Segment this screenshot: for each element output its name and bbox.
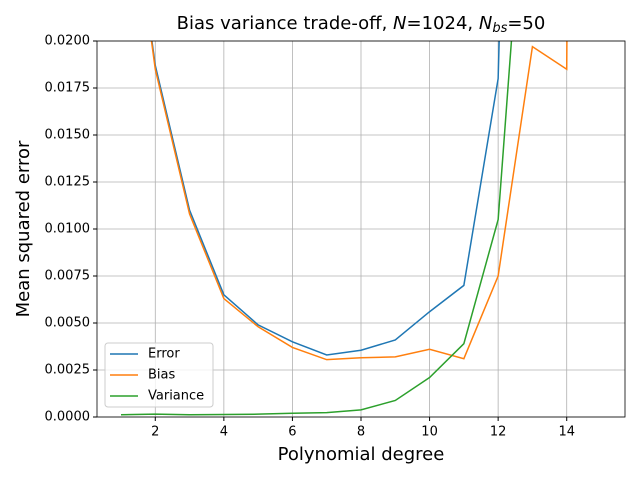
- plot-lines: [120, 41, 568, 416]
- x-tick-label: 2: [151, 425, 159, 440]
- y-tick-label: 0.0000: [45, 410, 91, 425]
- legend-label: Variance: [148, 389, 204, 404]
- x-tick-label: 8: [357, 425, 365, 440]
- x-tick-label: 12: [490, 425, 507, 440]
- y-tick-label: 0.0100: [45, 222, 91, 237]
- x-tick-label: 14: [558, 425, 575, 440]
- title-part: =50: [507, 13, 545, 34]
- x-axis-label: Polynomial degree: [278, 444, 445, 465]
- y-tick-label: 0.0175: [45, 81, 91, 96]
- title-part: Bias variance trade-off,: [177, 13, 393, 34]
- title-part: N: [393, 13, 406, 34]
- y-tick-label: 0.0125: [45, 175, 91, 190]
- x-tick-label: 10: [421, 425, 438, 440]
- legend: Error Bias Variance: [104, 342, 214, 408]
- y-tick-label: 0.0200: [45, 34, 91, 49]
- y-tick-label: 0.0025: [45, 363, 91, 378]
- legend-box: [104, 342, 214, 408]
- data-line: [150, 41, 568, 361]
- chart-title: Bias variance trade-off, N=1024, Nbs=50: [177, 13, 546, 36]
- y-tick-label: 0.0050: [45, 316, 91, 331]
- legend-label: Bias: [148, 368, 175, 383]
- title-part: =1024,: [407, 13, 479, 34]
- y-axis-label: Mean squared error: [13, 140, 34, 317]
- legend-label: Error: [148, 347, 180, 362]
- x-tick-label: 6: [288, 425, 296, 440]
- ticks: 2 4 6 8 10 12 14 0.0000 0.0025 0.0050 0.0075 0.0100…: [45, 34, 575, 440]
- y-tick-label: 0.0150: [45, 128, 91, 143]
- y-tick-label: 0.0075: [45, 269, 91, 284]
- data-line: [151, 41, 500, 356]
- title-part: bs: [492, 21, 507, 36]
- title-part: N: [479, 13, 492, 34]
- grid: [97, 40, 625, 418]
- data-line: [120, 41, 513, 416]
- x-tick-label: 4: [220, 425, 228, 440]
